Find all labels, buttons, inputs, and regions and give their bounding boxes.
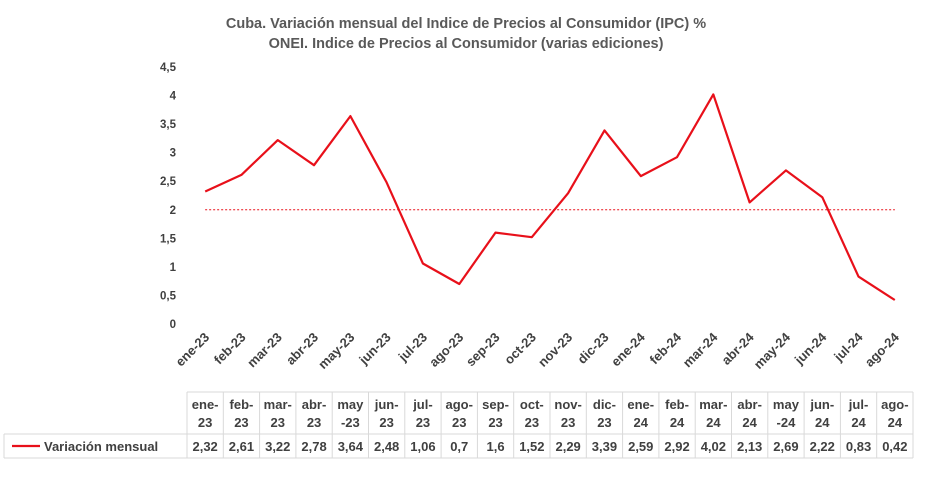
table-header-line2: 24: [888, 415, 903, 430]
table-value: 0,42: [882, 439, 907, 454]
table-header-line2: 23: [452, 415, 466, 430]
x-tick-label: ene-24: [608, 329, 648, 369]
table-header-line1: jun-: [374, 397, 399, 412]
table-header-line2: 23: [561, 415, 575, 430]
y-tick-label: 3,5: [160, 119, 177, 131]
x-tick-label: ene-23: [173, 330, 213, 370]
x-tick-label: oct-23: [501, 330, 539, 368]
table-header-line2: 24: [742, 415, 757, 430]
y-tick-label: 1,5: [160, 233, 177, 245]
table-header-line1: jul-: [412, 397, 433, 412]
table-value: 1,6: [487, 439, 505, 454]
table-header-line1: may: [337, 397, 364, 412]
table-header-line1: ago-: [881, 397, 908, 412]
table-header-line1: abr-: [302, 397, 327, 412]
series-line: [205, 94, 895, 300]
table-header-line1: jun-: [809, 397, 834, 412]
table-value: 2,32: [192, 439, 217, 454]
table-value: 3,39: [592, 439, 617, 454]
y-tick-label: 1: [170, 262, 177, 274]
table-header-line2: 23: [597, 415, 611, 430]
table-header-line1: feb-: [230, 397, 254, 412]
table-header-line1: oct-: [520, 397, 544, 412]
table-header-line2: 23: [234, 415, 248, 430]
chart-subtitle: ONEI. Indice de Precios al Consumidor (v…: [269, 36, 664, 52]
table-header-line2: 24: [634, 415, 649, 430]
table-header-line2: 24: [670, 415, 685, 430]
table-value: 4,02: [701, 439, 726, 454]
table-header-line2: 23: [379, 415, 393, 430]
table-value: 2,13: [737, 439, 762, 454]
table-value: 2,29: [555, 439, 580, 454]
table-header-line2: 24: [706, 415, 721, 430]
table-header-line1: sep-: [482, 397, 509, 412]
x-tick-label: may-24: [751, 329, 794, 372]
table-header-line2: 23: [416, 415, 430, 430]
x-tick-label: mar-23: [244, 330, 285, 371]
table-header-line2: 23: [271, 415, 285, 430]
table-header-line1: ene-: [192, 397, 219, 412]
x-tick-label: jul-23: [395, 330, 430, 365]
table-value: 1,52: [519, 439, 544, 454]
table-header-line1: dic-: [593, 397, 616, 412]
y-tick-label: 4: [170, 91, 177, 103]
table-header-line1: ene-: [627, 397, 654, 412]
x-tick-label: ago-24: [862, 329, 903, 370]
table-header-line2: 23: [525, 415, 539, 430]
x-tick-label: jun-23: [355, 330, 393, 368]
table-header-line1: ago-: [446, 397, 473, 412]
x-tick-label: mar-24: [680, 329, 721, 370]
table-value: 2,59: [628, 439, 653, 454]
table-value: 0,83: [846, 439, 871, 454]
table-header-line1: mar-: [264, 397, 292, 412]
x-tick-label: may-23: [315, 330, 357, 372]
table-value: 0,7: [450, 439, 468, 454]
table-header-line1: may: [773, 397, 800, 412]
y-tick-label: 4,5: [160, 62, 177, 74]
legend-label: Variación mensual: [44, 439, 158, 454]
table-value: 2,92: [664, 439, 689, 454]
y-tick-label: 0: [170, 319, 176, 331]
x-tick-label: nov-23: [535, 330, 575, 370]
table-header-line2: 23: [307, 415, 321, 430]
x-tick-label: feb-23: [211, 330, 249, 368]
y-tick-label: 2: [170, 205, 176, 217]
table-header-line1: nov-: [554, 397, 581, 412]
data-table: ene- 23 feb- 23 mar- 23 abr- 23 may -23 jun- 23 jul-…: [4, 392, 913, 458]
y-tick-label: 0,5: [160, 290, 177, 302]
table-header-line1: jul-: [848, 397, 869, 412]
table-header-line1: abr-: [737, 397, 762, 412]
x-tick-label: jun-24: [791, 329, 830, 368]
table-header-line2: 23: [488, 415, 502, 430]
table-value: 2,48: [374, 439, 399, 454]
table-value: 3,64: [338, 439, 364, 454]
y-axis: 0 0,5 1 1,5 2 2,5 3 3,5 4 4,5: [160, 62, 177, 331]
series-layer: [205, 94, 895, 300]
table-header-line2: 24: [815, 415, 830, 430]
x-tick-label: sep-23: [463, 330, 503, 370]
table-value: 2,78: [301, 439, 326, 454]
x-tick-label: dic-23: [574, 330, 611, 367]
table-header-line1: mar-: [699, 397, 727, 412]
table-value: 2,69: [773, 439, 798, 454]
table-value: 3,22: [265, 439, 290, 454]
table-value: 1,06: [410, 439, 435, 454]
y-tick-label: 2,5: [160, 176, 177, 188]
chart-title: Cuba. Variación mensual del Indice de Pr…: [226, 16, 706, 32]
table-header-line2: -23: [341, 415, 360, 430]
table-header-line1: feb-: [665, 397, 689, 412]
table-header-line2: 23: [198, 415, 212, 430]
x-tick-label: ago-23: [426, 330, 466, 370]
y-tick-label: 3: [170, 148, 176, 160]
x-tick-label: feb-24: [646, 329, 684, 367]
table-header-line2: -24: [777, 415, 797, 430]
table-value: 2,61: [229, 439, 254, 454]
table-value: 2,22: [810, 439, 835, 454]
table-header-line2: 24: [851, 415, 866, 430]
